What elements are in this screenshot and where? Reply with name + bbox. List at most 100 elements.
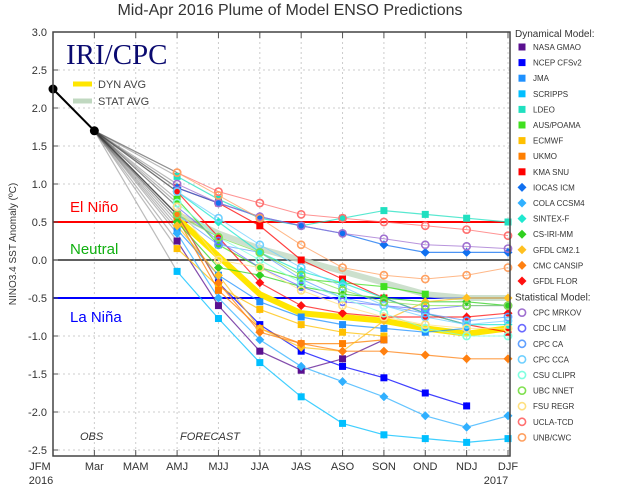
model-line — [176, 229, 467, 333]
legend-marker — [517, 182, 527, 192]
legend-marker — [517, 214, 527, 224]
obs-connector-line — [93, 130, 178, 215]
model-point — [421, 389, 429, 397]
model-point — [380, 283, 388, 291]
model-point — [503, 323, 513, 333]
model-point — [462, 247, 472, 257]
model-point — [172, 221, 182, 231]
model-point — [213, 270, 223, 280]
legend-marker — [518, 59, 526, 67]
model-point — [420, 274, 430, 284]
legend-label: SINTEX-F — [533, 215, 570, 224]
model-point — [379, 308, 389, 318]
model-point — [256, 298, 264, 306]
model-point — [503, 301, 513, 310]
model-point — [380, 431, 388, 439]
model-point — [213, 263, 223, 273]
x-tick-label: MJJ — [208, 461, 228, 473]
legend-label: UBC NNET — [533, 387, 574, 396]
x-tick-label: SON — [372, 461, 396, 473]
chart-title: Mid-Apr 2016 Plume of Model ENSO Predict… — [117, 2, 462, 19]
y-tick-label: 1.5 — [32, 141, 47, 153]
model-point — [338, 285, 347, 295]
model-point — [462, 354, 472, 364]
x-tick-label: AMJ — [166, 461, 188, 473]
model-point — [420, 221, 430, 231]
model-point — [256, 264, 264, 272]
legend-label: LDEO — [533, 105, 555, 114]
model-point — [339, 214, 347, 222]
model-point — [463, 402, 471, 410]
model-point — [504, 435, 512, 443]
model-point — [462, 270, 472, 280]
legend-heading: Statistical Model: — [515, 293, 591, 304]
model-point — [296, 209, 306, 219]
legend-marker — [517, 198, 527, 208]
obs-connector-line — [94, 130, 178, 189]
watermark-iri-cpc: IRI/CPC — [66, 39, 168, 71]
model-line — [176, 240, 385, 371]
model-line — [176, 248, 384, 337]
legend-marker — [518, 168, 526, 176]
obs-connector-line — [94, 130, 178, 193]
legend-label: COLA CCSM4 — [533, 199, 585, 208]
x-tick-label: JAS — [291, 461, 311, 473]
model-point — [297, 393, 305, 401]
obs-connector-line — [93, 130, 178, 208]
model-point — [172, 202, 182, 212]
y-tick-label: 2.0 — [32, 103, 47, 115]
model-point — [462, 320, 472, 329]
x-tick-label: JFM — [29, 461, 50, 473]
legend-label: GFDL CM2.1 — [533, 246, 580, 255]
legend-marker — [518, 43, 526, 51]
obs-connector-line — [93, 130, 178, 215]
legend-marker — [517, 354, 527, 364]
model-point — [297, 313, 305, 321]
legend-marker — [518, 137, 526, 145]
legend-marker — [517, 245, 527, 255]
y-tick-label: -2.5 — [28, 445, 47, 457]
model-point — [379, 346, 389, 356]
model-point — [462, 323, 472, 333]
obs-connector-line — [94, 130, 178, 174]
model-point — [338, 346, 348, 356]
model-point — [255, 198, 265, 208]
average-legend-label: STAT AVG — [98, 96, 149, 108]
y-axis-label: NINO3.4 SST Anomaly (ºC) — [8, 183, 19, 305]
obs-connector-line — [93, 130, 178, 200]
obs-annotation: OBS — [80, 431, 104, 443]
model-point — [339, 328, 347, 336]
legend-marker — [517, 260, 527, 270]
x-tick-label: ASO — [331, 461, 355, 473]
model-line — [176, 172, 509, 280]
model-legend: Dynamical Model: NASA GMAO NCEP CFSv2 JMA SC… — [515, 29, 594, 442]
y-tick-label: 0.5 — [32, 217, 47, 229]
model-point — [214, 255, 223, 265]
legend-marker — [518, 90, 526, 98]
model-point — [338, 213, 347, 223]
average-legend: DYN AVG STAT AVG — [73, 79, 149, 108]
model-point — [463, 438, 471, 446]
obs-connector-line — [93, 130, 178, 249]
x-tick-label: JJA — [251, 461, 270, 473]
model-point — [256, 359, 264, 367]
y-tick-label: -2.0 — [28, 407, 47, 419]
y-tick-label: -1.0 — [28, 331, 47, 343]
legend-label: FSU REGR — [533, 402, 575, 411]
y-tick-label: -1.5 — [28, 369, 47, 381]
model-point — [421, 435, 429, 443]
legend-marker — [518, 74, 526, 82]
model-point — [214, 302, 222, 310]
threshold-label: La Niña — [70, 309, 122, 326]
obs-connector-line — [94, 130, 178, 193]
observed-line — [52, 88, 96, 132]
x-tick-label: MAM — [123, 461, 149, 473]
model-point — [172, 187, 182, 196]
obs-connector-line — [93, 130, 178, 219]
year-label: 2017 — [484, 475, 508, 487]
legend-heading: Dynamical Model: — [515, 29, 594, 40]
model-point — [379, 270, 389, 280]
model-point — [296, 285, 306, 295]
model-point — [379, 297, 389, 307]
model-point — [380, 207, 388, 215]
